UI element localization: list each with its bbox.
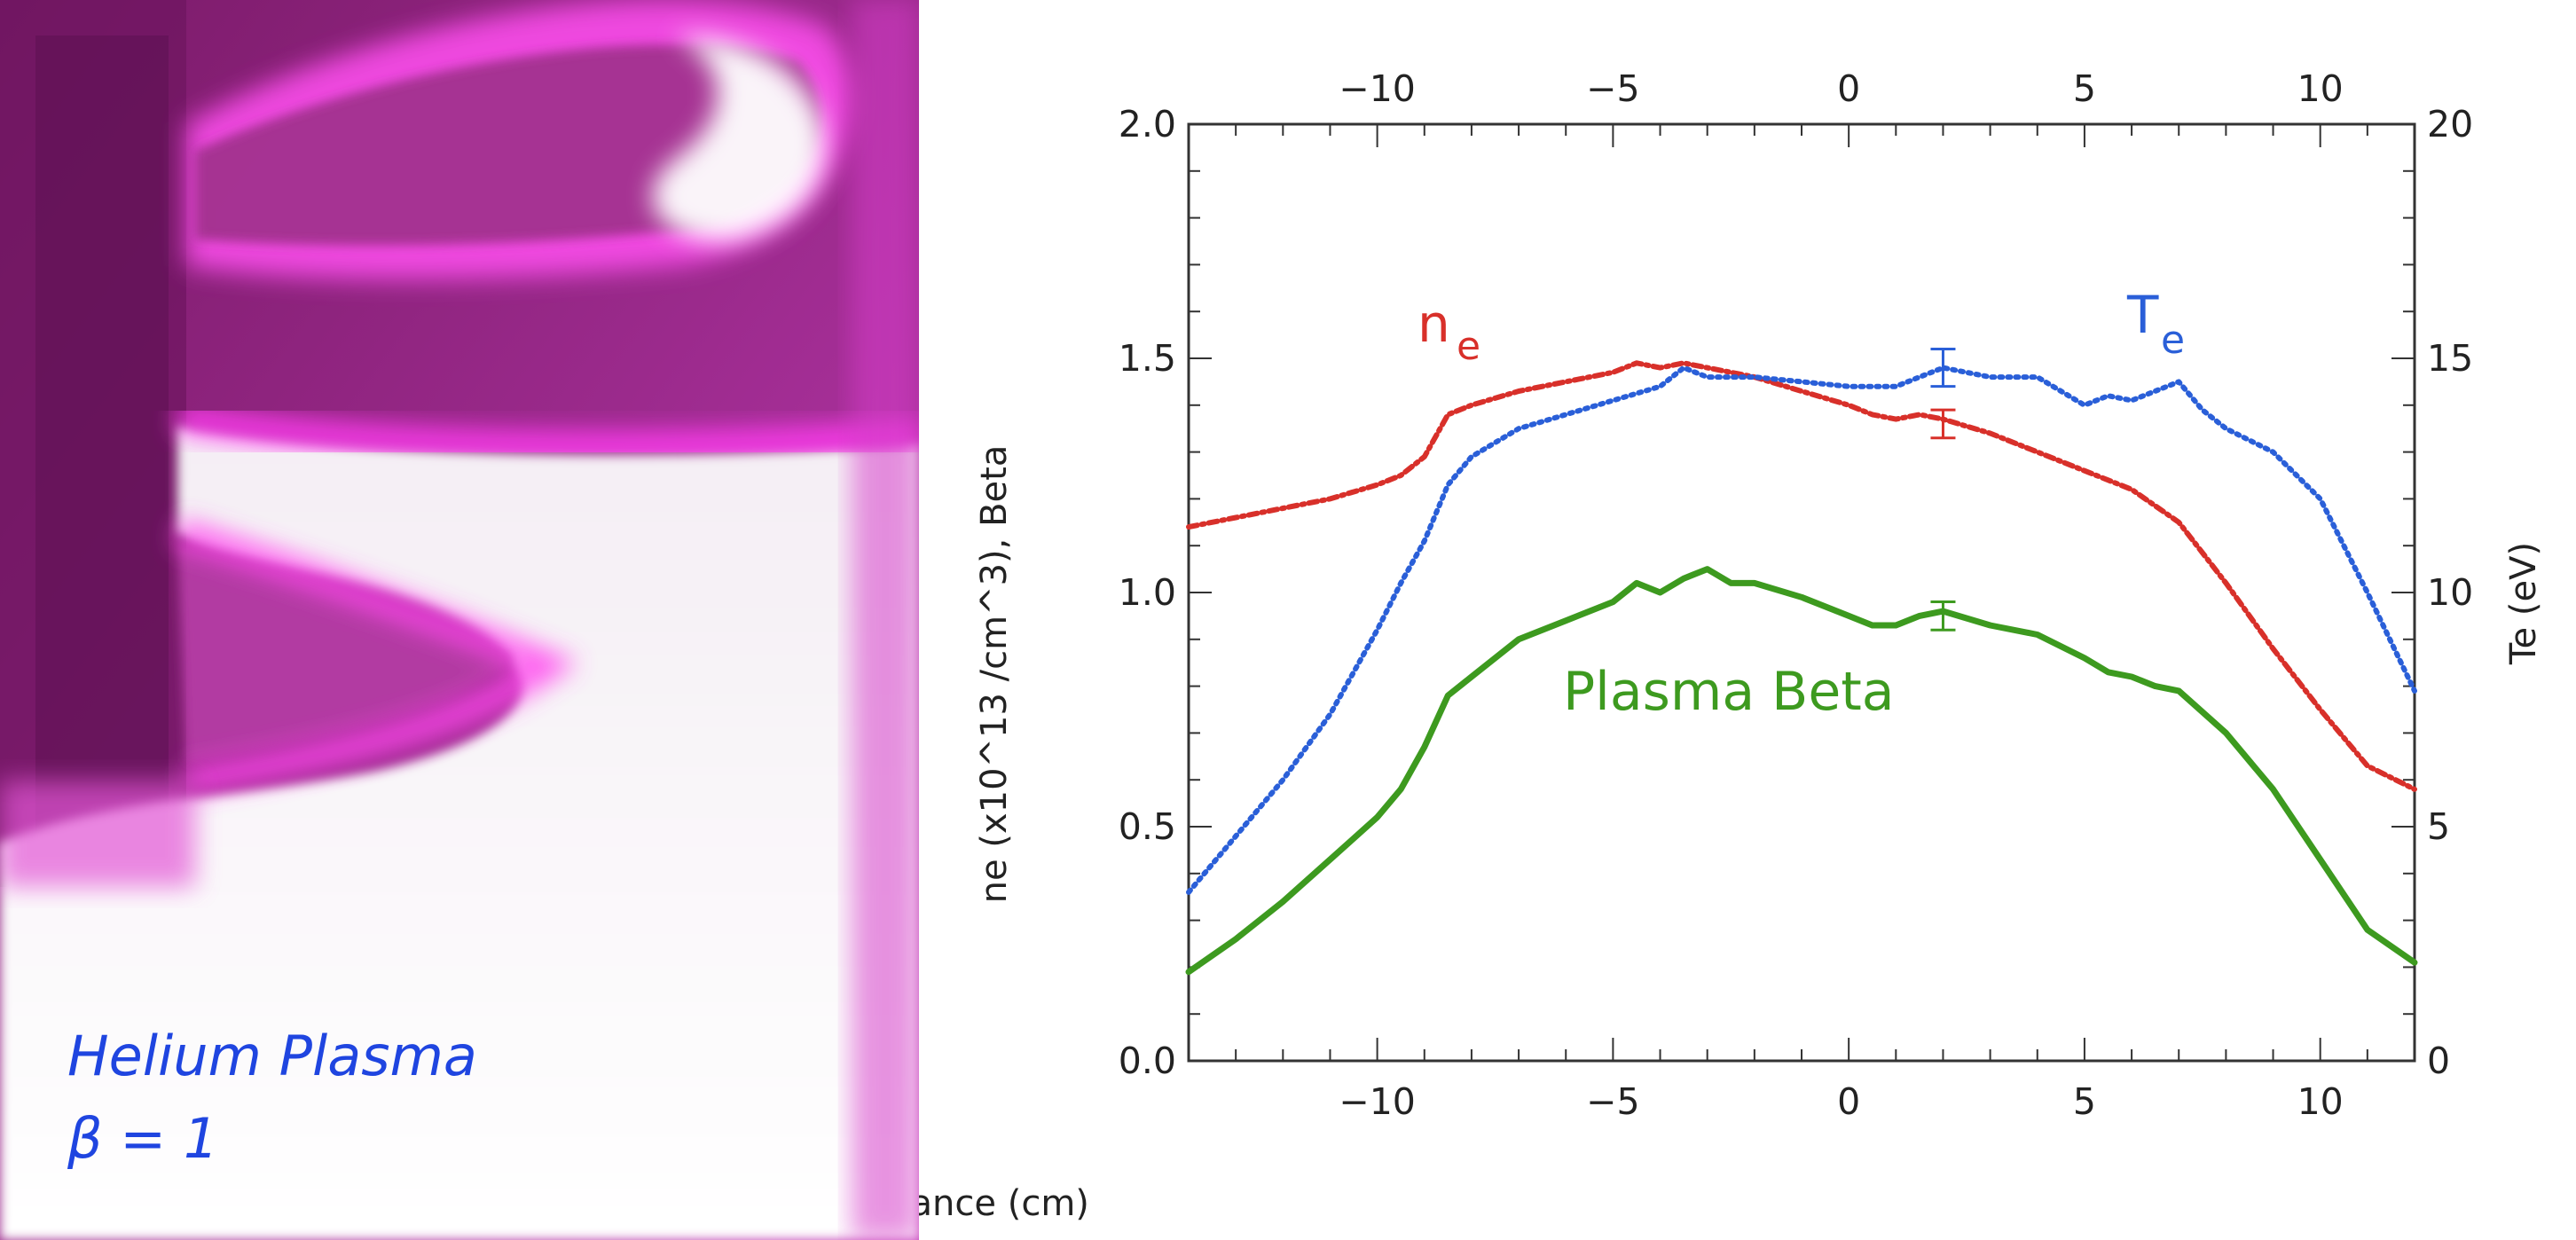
series-line-plasma-beta [1185,566,2418,976]
series-label-ne: n e [1418,294,1480,369]
x-tick-label: −5 [1586,1080,1639,1123]
x-tick-label: 10 [2297,1080,2344,1123]
series-label-ne-main: n [1418,294,1450,354]
plasma-profile-chart: −10 −5 0 5 10 −10 −5 0 5 10 0.0 0.5 1.0 1.5 2.0 0 5 10… [919,0,2576,1240]
x-tick-label: 5 [2073,1080,2096,1123]
y-axis-left-title: ne (x10^13 /cm^3), Beta [974,445,1015,904]
y-left-tick-label: 0.0 [1119,1040,1176,1082]
series-label-te-sub: e [2161,318,2185,363]
y-right-tick-label: 20 [2427,103,2473,145]
plasma-photo: Helium Plasma β = 1 [0,0,919,1240]
photo-caption-line1: Helium Plasma [67,1024,477,1088]
plasma-photo-art: Helium Plasma β = 1 [0,0,919,1240]
x-top-tick-label: 5 [2073,67,2096,110]
series-label-te: T e [2126,285,2185,363]
x-top-tick-label: 0 [1837,67,1860,110]
y-left-tick-label: 0.5 [1119,805,1176,848]
series-label-beta: Plasma Beta [1563,661,1895,723]
y-axis-right-title: Te (eV) [2503,542,2544,665]
y-left-tick-label: 1.0 [1119,571,1176,614]
x-tick-label: −10 [1339,1080,1416,1123]
x-top-tick-label: −5 [1586,67,1639,110]
x-top-tick-label: −10 [1339,67,1416,110]
error-bars [1930,347,1956,632]
y-right-tick-label: 5 [2427,805,2450,848]
x-top-tick-label: 10 [2297,67,2344,110]
y-right-tick-label: 15 [2427,337,2473,380]
series-line-n-e [1186,360,2417,792]
x-axis-bottom: −10 −5 0 5 10 [1188,1038,2415,1123]
y-left-tick-label: 2.0 [1119,103,1176,145]
x-axis-top: −10 −5 0 5 10 [1188,67,2415,147]
x-tick-label: 0 [1837,1080,1860,1123]
chart-svg: −10 −5 0 5 10 −10 −5 0 5 10 0.0 0.5 1.0 1.5 2.0 0 5 10… [919,67,2544,1224]
x-axis-title: Distance (cm) [919,1183,1089,1224]
y-right-tick-label: 10 [2427,571,2473,614]
y-right-tick-label: 0 [2427,1040,2450,1082]
y-axis-right: 0 5 10 15 20 [2391,103,2473,1082]
photo-caption-line2: β = 1 [67,1106,218,1171]
series-label-ne-sub: e [1457,324,1480,369]
series-line-t-e [1186,365,2417,895]
y-axis-left: 0.0 0.5 1.0 1.5 2.0 [1119,103,1212,1082]
series-layer [1185,360,2418,976]
series-label-te-main: T [2126,285,2159,345]
y-left-tick-label: 1.5 [1119,337,1176,380]
